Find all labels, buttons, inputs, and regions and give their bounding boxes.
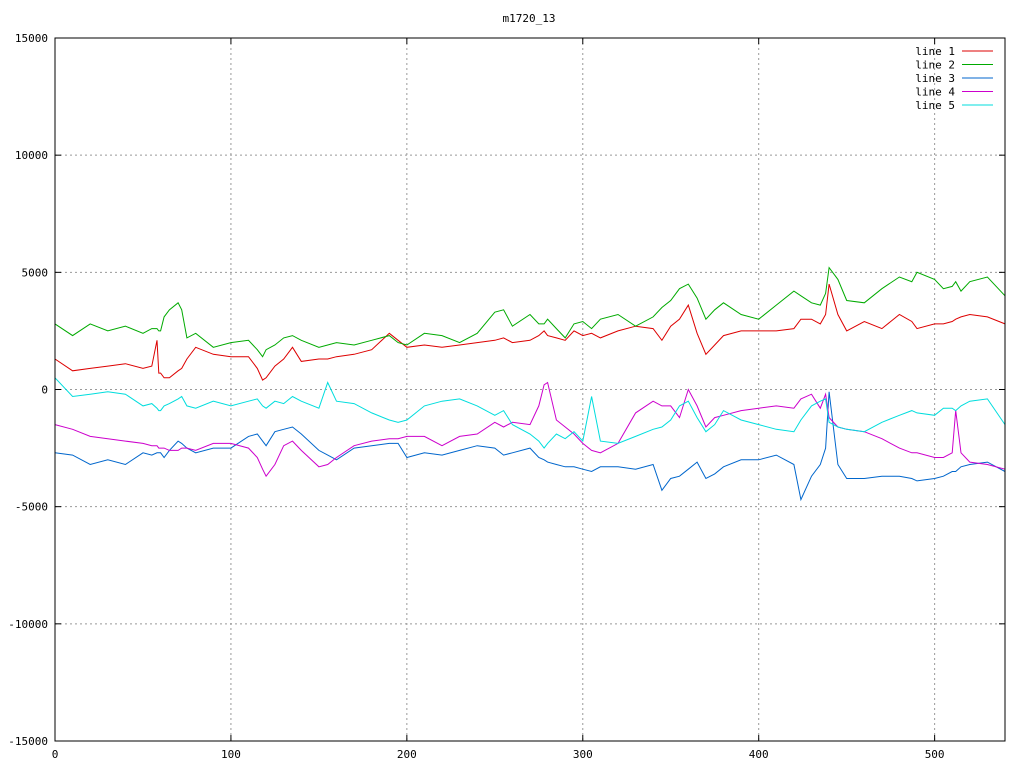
y-tick-label: -5000 (15, 501, 48, 514)
y-axis: -15000 -10000 -5000 0 5000 10000 15000 (8, 32, 1005, 748)
plot-frame (54, 37, 1006, 742)
y-tick-label: -10000 (8, 618, 48, 631)
y-tick-label: 10000 (15, 149, 48, 162)
series-lines (54, 266, 1006, 502)
x-tick-label: 100 (221, 748, 241, 761)
series-line-5 (54, 377, 1006, 449)
legend-label: line 5 (915, 99, 955, 112)
series-line-4 (54, 381, 1006, 478)
legend-label: line 2 (915, 59, 955, 72)
y-tick-label: 15000 (15, 32, 48, 45)
legend-label: line 4 (915, 86, 955, 99)
y-tick-label: 0 (41, 384, 48, 397)
x-tick-label: 400 (749, 748, 769, 761)
y-tick-label: 5000 (22, 266, 49, 279)
legend-label: line 1 (915, 45, 955, 58)
x-tick-label: 300 (573, 748, 593, 761)
chart-title: m1720_13 (503, 12, 556, 25)
legend-label: line 3 (915, 72, 955, 85)
y-tick-label: -15000 (8, 735, 48, 748)
series-line-2 (54, 266, 1006, 358)
x-tick-label: 500 (925, 748, 945, 761)
x-tick-label: 0 (52, 748, 59, 761)
grid-lines (55, 38, 1005, 741)
x-axis: 0 100 200 300 400 500 (52, 38, 945, 761)
x-tick-label: 200 (397, 748, 417, 761)
series-line-1 (54, 283, 1006, 381)
